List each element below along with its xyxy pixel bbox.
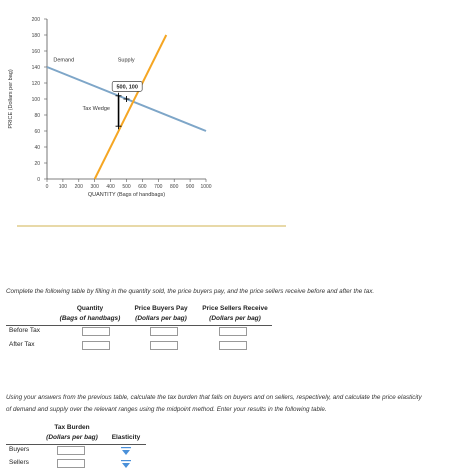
y-tick-label: 60 xyxy=(34,129,40,135)
x-tick-label: 200 xyxy=(75,184,84,190)
sellers-elasticity-dropdown[interactable] xyxy=(120,459,132,469)
header-price-sellers-title: Price Sellers Receive xyxy=(202,305,268,312)
before-tax-quantity-input[interactable] xyxy=(82,327,110,336)
question1-instructions: Complete the following table by filling … xyxy=(6,288,375,295)
header-quantity-unit: (Bags of handbags) xyxy=(59,315,121,322)
x-tick-label: 600 xyxy=(138,184,147,190)
buyers-elasticity-dropdown[interactable] xyxy=(120,446,132,456)
header-tax-burden-title: Tax Burden xyxy=(54,424,90,431)
question2-instructions-line1: Using your answers from the previous tab… xyxy=(6,394,422,401)
header-elasticity: Elasticity xyxy=(111,434,141,441)
row-label-sellers: Sellers xyxy=(9,459,29,466)
after-tax-quantity-input[interactable] xyxy=(82,341,110,350)
x-tick-label: 500 xyxy=(122,184,131,190)
x-tick-label: 100 xyxy=(59,184,68,190)
table1-header-rule xyxy=(6,325,272,326)
before-tax-seller-price-input[interactable] xyxy=(219,327,247,336)
question2-instructions-line2: of demand and supply over the relevant r… xyxy=(6,406,327,413)
supply-label: Supply xyxy=(118,57,135,63)
y-tick-label: 100 xyxy=(32,97,41,103)
chart-axes xyxy=(44,18,207,182)
tax-wedge xyxy=(115,92,130,130)
supply-demand-chart: 0 20 40 60 80 100 120 140 160 180 200 0 100 200 300 400… xyxy=(8,17,212,198)
demand-label: Demand xyxy=(53,57,74,63)
after-tax-buyer-price-input[interactable] xyxy=(150,341,178,350)
y-tick-label: 20 xyxy=(34,161,40,167)
row-label-after-tax: After Tax xyxy=(9,341,35,348)
row-label-buyers: Buyers xyxy=(9,446,30,453)
y-axis-label: PRICE (Dollars per bag) xyxy=(8,69,14,128)
equilibrium-tooltip-text: 500, 100 xyxy=(116,84,137,90)
y-tick-label: 160 xyxy=(32,49,41,55)
header-quantity: Quantity (Bags of handbags) xyxy=(56,304,124,324)
y-tick-label: 120 xyxy=(32,81,41,87)
x-tick-label: 800 xyxy=(170,184,179,190)
x-tick-label: 300 xyxy=(91,184,100,190)
header-price-sellers-unit: (Dollars per bag) xyxy=(209,315,261,322)
section-divider xyxy=(17,225,286,227)
header-tax-burden-unit: (Dollars per bag) xyxy=(46,434,98,441)
x-axis-label: QUANTITY (Bags of handbags) xyxy=(88,192,165,198)
tax-wedge-label: Tax Wedge xyxy=(83,106,110,112)
x-tick-label: 900 xyxy=(186,184,195,190)
chevron-down-icon xyxy=(122,463,130,468)
sellers-tax-burden-input[interactable] xyxy=(57,459,85,468)
x-tick-label: 1000 xyxy=(200,184,211,190)
chart-labels: 0 20 40 60 80 100 120 140 160 180 200 0 100 200 300 400… xyxy=(8,17,212,198)
after-tax-seller-price-input[interactable] xyxy=(219,341,247,350)
x-tick-label: 0 xyxy=(46,184,49,190)
header-price-buyers-title: Price Buyers Pay xyxy=(134,305,188,312)
y-tick-label: 140 xyxy=(32,65,41,71)
curve-supply xyxy=(93,34,168,180)
equilibrium-tooltip-box xyxy=(111,81,143,92)
table2-header-rule xyxy=(6,444,146,445)
dropdown-bar xyxy=(121,460,131,462)
chevron-down-icon xyxy=(122,450,130,455)
header-tax-burden: Tax Burden (Dollars per bag) xyxy=(40,423,104,443)
y-tick-label: 80 xyxy=(34,113,40,119)
row-label-before-tax: Before Tax xyxy=(9,327,40,334)
y-tick-label: 40 xyxy=(34,145,40,151)
x-tick-label: 400 xyxy=(106,184,115,190)
before-tax-buyer-price-input[interactable] xyxy=(150,327,178,336)
header-price-buyers: Price Buyers Pay (Dollars per bag) xyxy=(128,304,194,324)
y-tick-label: 200 xyxy=(32,17,41,23)
header-quantity-title: Quantity xyxy=(76,305,104,312)
y-tick-label: 0 xyxy=(37,177,40,183)
dropdown-bar xyxy=(121,447,131,449)
header-price-buyers-unit: (Dollars per bag) xyxy=(135,315,187,322)
header-price-sellers: Price Sellers Receive (Dollars per bag) xyxy=(196,304,274,324)
y-tick-label: 180 xyxy=(32,33,41,39)
x-tick-label: 700 xyxy=(154,184,163,190)
buyers-tax-burden-input[interactable] xyxy=(57,446,85,455)
